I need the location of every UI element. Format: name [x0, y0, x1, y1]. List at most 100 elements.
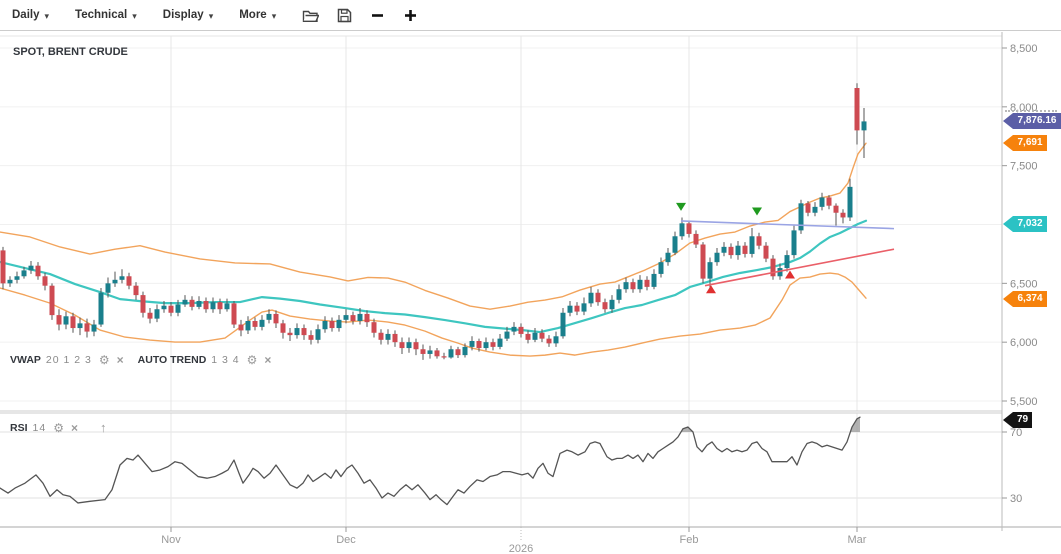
candle: [588, 292, 594, 304]
candle: [777, 268, 783, 277]
open-file-icon[interactable]: [302, 8, 320, 23]
candle: [105, 283, 111, 293]
candle: [427, 350, 433, 354]
candle: [686, 223, 692, 234]
price-badge: 7,032: [1003, 216, 1047, 232]
candle: [448, 349, 454, 358]
svg-text:Nov: Nov: [161, 534, 181, 546]
zoom-out-button[interactable]: [370, 8, 385, 23]
menu-display-label: Display: [162, 9, 204, 21]
candle: [245, 320, 251, 331]
svg-text:8,500: 8,500: [1010, 43, 1038, 55]
price-badge: 79: [1003, 412, 1032, 428]
auto-trend-remove-icon[interactable]: ×: [264, 353, 272, 367]
candle: [469, 340, 475, 347]
candle: [616, 289, 622, 300]
candle: [819, 197, 825, 207]
candle: [77, 323, 83, 329]
candle: [763, 245, 769, 259]
buy-signal-triangle: [706, 285, 716, 294]
candle: [238, 324, 244, 331]
auto-trend-indicator-label: AUTO TREND: [137, 354, 207, 366]
candle: [7, 279, 13, 284]
candle: [707, 262, 713, 279]
menu-display[interactable]: Display ▾: [163, 9, 213, 21]
toolbar: Daily ▾ Technical ▾ Display ▾ More ▾: [0, 0, 1061, 31]
price-series: [0, 83, 895, 360]
candle: [525, 333, 531, 340]
candle: [308, 335, 314, 340]
candle: [133, 285, 139, 296]
auto-trend-indicator-params: 1 3 4: [211, 354, 240, 366]
candle: [147, 312, 153, 319]
candle: [749, 236, 755, 254]
menu-timeframe[interactable]: Daily ▾: [12, 9, 49, 21]
candle: [203, 300, 209, 310]
candle: [812, 206, 818, 213]
candle: [112, 279, 118, 284]
candle: [728, 246, 734, 256]
rsi-remove-icon[interactable]: ×: [70, 420, 78, 435]
candle: [840, 212, 846, 218]
candle: [224, 303, 230, 310]
candle: [511, 326, 517, 332]
candle: [770, 258, 776, 277]
candle: [329, 320, 335, 329]
candle: [259, 319, 265, 327]
indicator-legend-row: VWAP 20 1 2 3 ⚙ × AUTO TREND 1 3 4 ⚙ ×: [10, 353, 285, 367]
auto-trend-settings-gear-icon[interactable]: ⚙: [246, 353, 258, 367]
zoom-in-button[interactable]: [403, 8, 418, 23]
candle: [553, 336, 559, 344]
candle: [539, 332, 545, 339]
candle: [399, 342, 405, 349]
candle: [441, 356, 447, 358]
candle: [476, 340, 482, 349]
candle: [63, 316, 69, 325]
candle: [98, 292, 104, 325]
candle: [273, 313, 279, 324]
candle: [742, 245, 748, 254]
candle: [637, 279, 643, 290]
rsi-panel-area[interactable]: [0, 413, 1002, 527]
candle: [189, 299, 195, 307]
candle: [847, 186, 853, 218]
candle: [833, 205, 839, 213]
svg-text:Feb: Feb: [680, 534, 699, 546]
candle: [0, 250, 6, 284]
menu-more-label: More: [239, 9, 267, 21]
candle: [644, 279, 650, 287]
candle: [364, 313, 370, 323]
axes: 8,500 8,000 7,500 6,500 6,000 5,500 70 30 Nov Dec…: [0, 32, 1061, 554]
candle: [168, 305, 174, 313]
candle: [84, 323, 90, 332]
menu-more[interactable]: More ▾: [239, 9, 276, 21]
candle: [560, 312, 566, 337]
vwap-settings-gear-icon[interactable]: ⚙: [98, 353, 110, 367]
rsi-legend-row: RSI 14 ⚙ × ↑: [10, 420, 106, 435]
candle: [392, 333, 398, 343]
candle: [504, 331, 510, 339]
candle: [161, 305, 167, 310]
candle: [490, 342, 496, 347]
save-icon[interactable]: [337, 8, 352, 23]
rsi-settings-gear-icon[interactable]: ⚙: [53, 420, 64, 435]
chevron-down-icon: ▾: [271, 10, 277, 21]
candle: [182, 299, 188, 305]
candle: [693, 233, 699, 245]
candle: [21, 270, 27, 277]
menu-technical[interactable]: Technical ▾: [75, 9, 137, 21]
vwap-remove-icon[interactable]: ×: [116, 353, 124, 367]
rsi-move-up-icon[interactable]: ↑: [99, 420, 107, 435]
candle: [546, 338, 552, 344]
svg-text:8,000: 8,000: [1010, 102, 1038, 114]
candle: [658, 262, 664, 274]
candle: [581, 303, 587, 312]
svg-text:6,500: 6,500: [1010, 278, 1038, 290]
svg-text:2026: 2026: [509, 543, 533, 554]
candle: [287, 332, 293, 336]
candle: [28, 265, 34, 271]
candle: [196, 300, 202, 307]
candle: [679, 223, 685, 237]
